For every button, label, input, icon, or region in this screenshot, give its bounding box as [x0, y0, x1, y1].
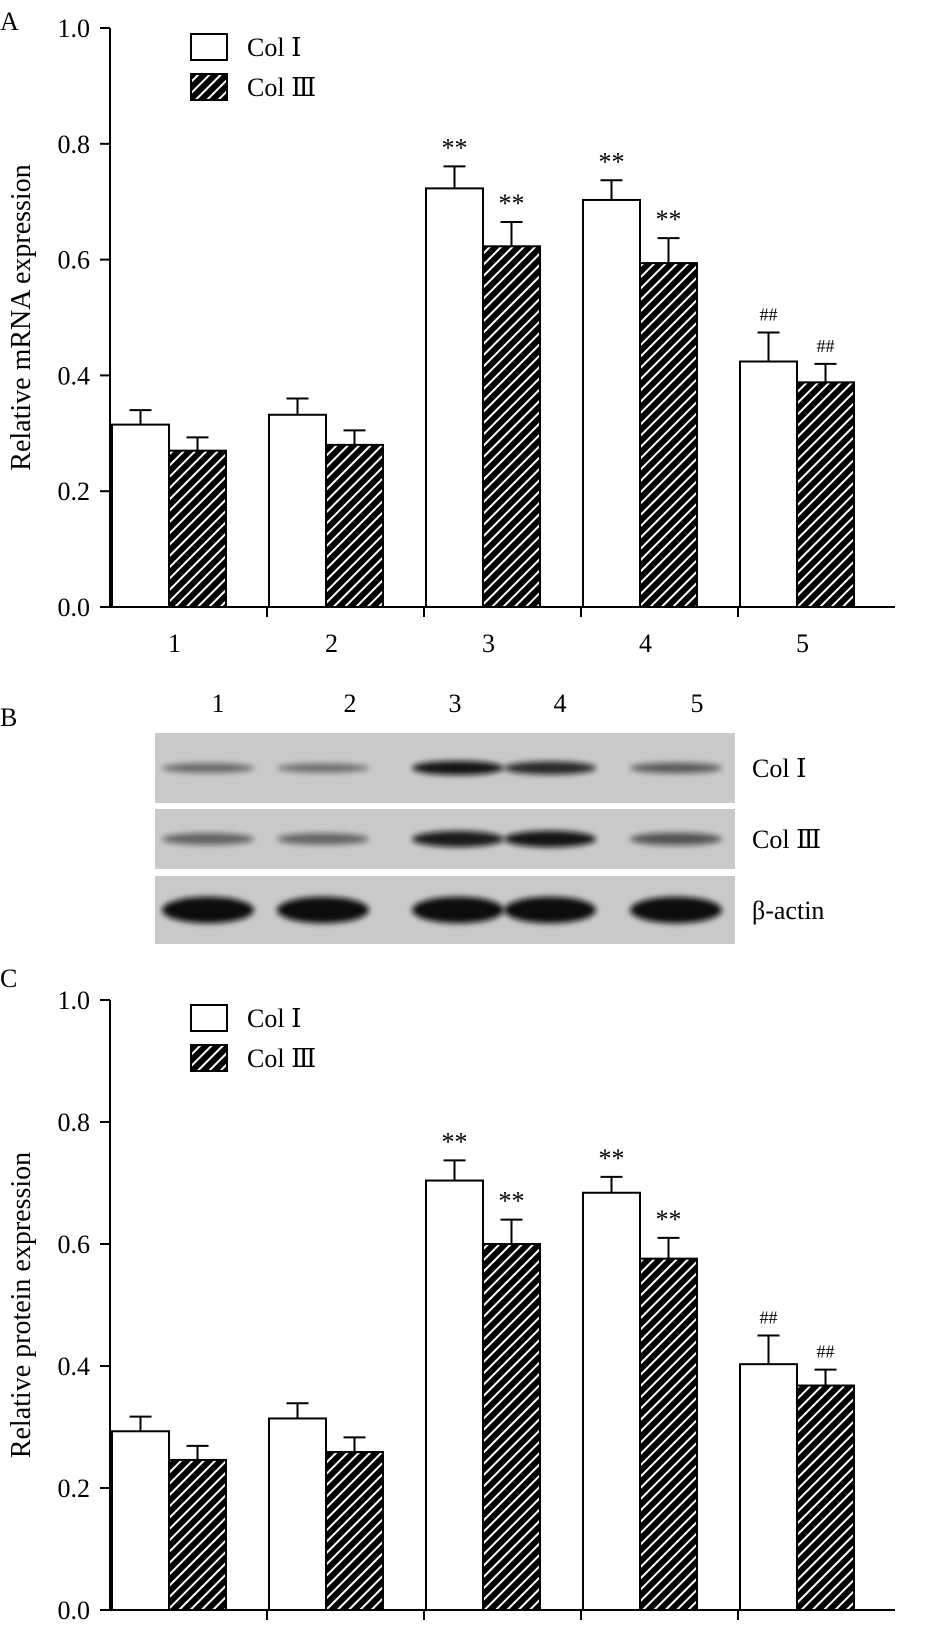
significance-mark: ## [817, 1342, 835, 1362]
legend-label: Col Ⅲ [247, 1044, 316, 1073]
bar-col1-group-2 [268, 1417, 327, 1611]
blot-band [504, 761, 596, 775]
blot-lane-label: 2 [344, 689, 357, 718]
blot-lane-label: 4 [554, 689, 567, 718]
blot-band [277, 833, 369, 845]
blot-band [162, 896, 254, 924]
x-tick-label: 1 [168, 629, 181, 658]
blot-row-label: Col Ⅰ [752, 754, 806, 783]
western-blot-b: 1 2 3 4 5 Col Ⅰ Col Ⅲ β-actin [155, 689, 824, 944]
significance-mark: ## [817, 336, 835, 356]
bar-col1-group-1 [111, 1430, 170, 1612]
bar-col3-group-2 [325, 443, 384, 608]
y-tick-label: 0.8 [58, 1108, 91, 1137]
significance-mark: ** [442, 133, 468, 162]
significance-mark: ** [656, 205, 682, 234]
blot-band [162, 763, 254, 773]
significance-mark: ** [599, 147, 625, 176]
x-tick-label: 3 [482, 629, 495, 658]
blot-row-label: Col Ⅲ [752, 825, 821, 854]
legend-label: Col Ⅰ [247, 33, 301, 62]
y-tick-label: 1.0 [58, 986, 91, 1015]
x-tick-label: 2 [325, 629, 338, 658]
y-tick-label: 0.4 [58, 1352, 91, 1381]
legend-swatch [190, 73, 228, 101]
y-tick-label: 0.0 [58, 1596, 91, 1625]
bar-col3-group-5 [796, 1384, 855, 1612]
blot-band [412, 831, 504, 847]
bar-col3-group-3 [482, 1243, 541, 1611]
blot-row-label: β-actin [752, 896, 824, 925]
legend-swatch [190, 33, 228, 61]
y-tick-label: 1.0 [58, 14, 91, 43]
y-tick-label: 0.0 [58, 593, 91, 622]
x-tick-label: 4 [639, 629, 652, 658]
blot-band [630, 762, 722, 774]
bar-col1-group-4 [582, 198, 641, 608]
y-axis-label: Relative mRNA expression [6, 164, 37, 470]
legend-label: Col Ⅲ [247, 73, 316, 102]
y-tick-label: 0.8 [58, 130, 91, 159]
y-axis-label: Relative protein expression [6, 1152, 37, 1458]
bar-col3-group-1 [168, 1458, 227, 1611]
blot-band [630, 832, 722, 846]
significance-mark: ## [760, 305, 778, 325]
panel-label-c: C [0, 964, 17, 993]
blot-lane-label: 1 [212, 689, 225, 718]
significance-mark: ** [499, 1187, 525, 1216]
blot-band [630, 896, 722, 924]
significance-mark: ** [499, 189, 525, 218]
bar-col3-group-3 [482, 245, 541, 609]
y-tick-label: 0.2 [58, 477, 91, 506]
y-tick-label: 0.6 [58, 246, 91, 275]
y-tick-label: 0.4 [58, 361, 91, 390]
blot-band [504, 830, 596, 848]
bar-col3-group-4 [639, 1257, 698, 1611]
bar-col3-group-4 [639, 262, 698, 608]
significance-mark: ** [599, 1144, 625, 1173]
x-tick-label: 1 [168, 1632, 181, 1637]
bar-col1-group-4 [582, 1191, 641, 1611]
legend-label: Col Ⅰ [247, 1004, 301, 1033]
blot-band [412, 760, 504, 776]
chart-a-mrna: 0.0 0.2 0.4 0.6 0.8 1.0 Relative mRNA expressi… [6, 14, 895, 658]
significance-mark: ## [760, 1308, 778, 1328]
bar-col3-group-2 [325, 1451, 384, 1612]
blot-lane-label: 5 [691, 689, 704, 718]
bar-col3-group-1 [168, 449, 227, 609]
x-tick-label: 5 [796, 629, 809, 658]
significance-mark: ** [656, 1205, 682, 1234]
bar-col1-group-3 [425, 1179, 484, 1612]
x-tick-label: 5 [796, 1632, 809, 1637]
y-tick-label: 0.2 [58, 1474, 91, 1503]
bar-col1-group-5 [739, 1363, 798, 1612]
x-tick-label: 4 [639, 1632, 652, 1637]
legend-swatch [190, 1044, 228, 1072]
x-tick-label: 2 [325, 1632, 338, 1637]
bar-col1-group-1 [111, 423, 170, 608]
blot-band [412, 896, 504, 924]
significance-mark: ** [442, 1127, 468, 1156]
bar-col1-group-2 [268, 413, 327, 608]
x-tick-label: 3 [482, 1632, 495, 1637]
panel-label-b: B [0, 703, 17, 732]
blot-band [277, 763, 369, 773]
panel-label-a: A [0, 7, 19, 36]
bar-col3-group-5 [796, 381, 855, 608]
blot-band [277, 896, 369, 924]
y-tick-label: 0.6 [58, 1230, 91, 1259]
bar-col1-group-3 [425, 187, 484, 608]
chart-c-protein: 0.0 0.2 0.4 0.6 0.8 1.0 Relative protein expre… [6, 986, 895, 1637]
blot-lane-label: 3 [449, 689, 462, 718]
blot-band [162, 833, 254, 845]
blot-band [504, 896, 596, 924]
bar-col1-group-5 [739, 360, 798, 608]
legend-swatch [190, 1004, 228, 1032]
